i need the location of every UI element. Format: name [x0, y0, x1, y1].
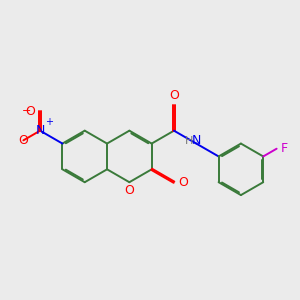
- Text: +: +: [45, 117, 53, 127]
- Text: O: O: [178, 176, 188, 189]
- Text: H: H: [185, 136, 193, 146]
- Text: O: O: [18, 134, 28, 147]
- Text: O: O: [25, 105, 35, 118]
- Text: O: O: [169, 89, 179, 102]
- Text: −: −: [22, 106, 31, 116]
- Text: F: F: [280, 142, 288, 155]
- Text: N: N: [35, 124, 45, 137]
- Text: O: O: [124, 184, 134, 197]
- Text: N: N: [192, 134, 201, 148]
